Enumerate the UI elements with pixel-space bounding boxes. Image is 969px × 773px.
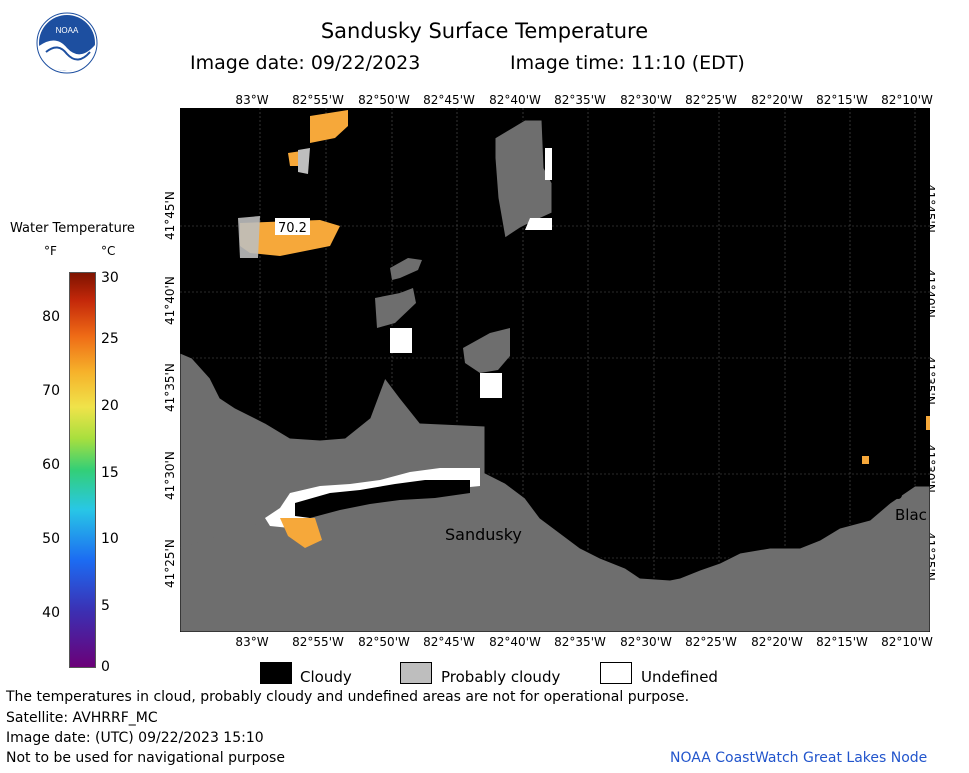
celsius-tick: 15: [101, 465, 119, 481]
longitude-tick-top: 82°40'W: [489, 93, 541, 107]
longitude-tick-bottom: 82°15'W: [816, 635, 868, 649]
city-label-partial: Blac: [895, 506, 927, 524]
undefined-area: [480, 373, 502, 398]
probably-cloudy-swatch: [400, 662, 432, 684]
peninsula-land: [180, 493, 505, 548]
unit-celsius: °C: [101, 244, 116, 258]
navigation-note: Not to be used for navigational purpose: [6, 750, 285, 766]
longitude-tick-top: 82°25'W: [685, 93, 737, 107]
longitude-tick-top: 82°55'W: [292, 93, 344, 107]
legend-title: Water Temperature: [10, 221, 135, 236]
warm-water: [926, 416, 930, 430]
land-area: [180, 352, 930, 632]
longitude-tick-top: 82°10'W: [881, 93, 933, 107]
disclaimer-note: The temperatures in cloud, probably clou…: [6, 689, 690, 705]
fahrenheit-tick: 60: [42, 457, 60, 473]
undefined-area: [525, 218, 552, 230]
fahrenheit-tick: 40: [42, 605, 60, 621]
latitude-tick-left: 41°45'N: [163, 191, 177, 240]
fahrenheit-tick: 70: [42, 383, 60, 399]
probably-cloudy: [298, 148, 310, 174]
celsius-tick: 5: [101, 598, 110, 614]
longitude-tick-bottom: 82°20'W: [751, 635, 803, 649]
latitude-tick-left: 41°40'N: [163, 276, 177, 325]
city-marker: [499, 474, 507, 482]
temperature-label: 70.2: [278, 221, 307, 236]
longitude-tick-bottom: 82°55'W: [292, 635, 344, 649]
city-label: Sandusky: [445, 525, 522, 544]
map-title: Sandusky Surface Temperature: [320, 19, 649, 43]
longitude-tick-bottom: 82°10'W: [881, 635, 933, 649]
utc-date-note: Image date: (UTC) 09/22/2023 15:10: [6, 730, 264, 746]
longitude-tick-top: 82°15'W: [816, 93, 868, 107]
undefined-swatch: [600, 662, 632, 684]
fahrenheit-tick: 80: [42, 309, 60, 325]
satellite-note: Satellite: AVHRRF_MC: [6, 710, 158, 726]
svg-text:NOAA: NOAA: [56, 26, 79, 35]
longitude-tick-bottom: 83°W: [235, 635, 269, 649]
longitude-tick-bottom: 82°25'W: [685, 635, 737, 649]
longitude-tick-top: 82°45'W: [423, 93, 475, 107]
warm-water: [280, 518, 322, 548]
credit-note: NOAA CoastWatch Great Lakes Node: [670, 750, 928, 766]
celsius-tick: 25: [101, 331, 119, 347]
cloudy-label: Cloudy: [300, 668, 352, 686]
fahrenheit-tick: 50: [42, 531, 60, 547]
bay-water: [295, 480, 470, 518]
island: [375, 288, 416, 328]
undefined-label: Undefined: [641, 668, 718, 686]
image-date: Image date: 09/22/2023: [190, 52, 421, 74]
longitude-tick-top: 82°20'W: [751, 93, 803, 107]
longitude-tick-top: 82°30'W: [620, 93, 672, 107]
celsius-tick: 30: [101, 270, 119, 286]
longitude-tick-bottom: 82°45'W: [423, 635, 475, 649]
unit-fahrenheit: °F: [44, 244, 57, 258]
warm-water: [862, 456, 869, 464]
latitude-tick-left: 41°35'N: [163, 363, 177, 412]
longitude-tick-bottom: 82°40'W: [489, 635, 541, 649]
longitude-tick-top: 82°35'W: [554, 93, 606, 107]
probably-cloudy: [238, 216, 260, 258]
latitude-tick-left: 41°25'N: [163, 539, 177, 588]
undefined-area: [545, 148, 552, 180]
island: [463, 328, 510, 373]
probably-cloudy-label: Probably cloudy: [441, 668, 561, 686]
celsius-tick: 20: [101, 398, 119, 414]
longitude-tick-bottom: 82°50'W: [358, 635, 410, 649]
longitude-tick-top: 82°50'W: [358, 93, 410, 107]
island: [390, 258, 422, 280]
image-time: Image time: 11:10 (EDT): [510, 52, 745, 74]
temperature-label-box: [275, 218, 310, 235]
celsius-tick: 0: [101, 659, 110, 675]
celsius-tick: 10: [101, 531, 119, 547]
longitude-tick-top: 83°W: [235, 93, 269, 107]
noaa-logo-icon: NOAA: [36, 12, 98, 74]
temperature-colorbar: [69, 272, 96, 668]
warm-water: [240, 220, 340, 256]
longitude-tick-bottom: 82°30'W: [620, 635, 672, 649]
temperature-map: Sandusky Blac 70.2: [180, 108, 930, 632]
longitude-tick-bottom: 82°35'W: [554, 635, 606, 649]
cloudy-swatch: [260, 662, 292, 684]
latitude-tick-left: 41°30'N: [163, 451, 177, 500]
undefined-area: [390, 328, 412, 353]
warm-water: [310, 110, 348, 143]
city-marker: [894, 491, 902, 499]
